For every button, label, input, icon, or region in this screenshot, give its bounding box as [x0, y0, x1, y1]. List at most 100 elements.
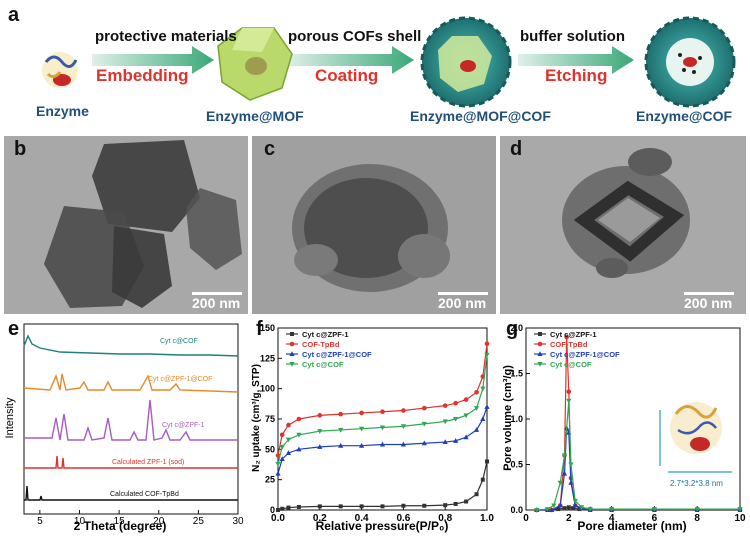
isotherm-point [338, 504, 343, 509]
pore-legend-marker [537, 351, 543, 356]
pore-annotation: 2.7*3.2*3.8 nm [670, 479, 723, 488]
isotherm-legend-marker [289, 362, 295, 367]
isotherm-xtick-label: 0.4 [355, 513, 369, 524]
isotherm-point [484, 341, 490, 347]
isotherm-xtick-label: 0.2 [313, 513, 327, 524]
pore-ytick-label: 1.5 [510, 369, 523, 379]
pore-xtick-label: 0 [523, 513, 529, 524]
pore-point [577, 507, 582, 512]
isotherm-point [401, 503, 406, 508]
pore-point [571, 506, 576, 511]
isotherm-point [359, 410, 364, 416]
isotherm-series-line-3 [277, 354, 488, 465]
mof-cof-shell-icon [420, 16, 512, 108]
pore-point [651, 507, 657, 512]
xrd-label-calc-cof: Calculated COF-TpBd [110, 491, 179, 498]
isotherm-point [275, 461, 281, 467]
pore-point [587, 507, 593, 512]
step-label-2: porous COFs shell [288, 28, 422, 45]
isotherm-legend-label: Cyt c@ZPF-1@COF [302, 350, 372, 359]
isotherm-point [453, 438, 459, 443]
isotherm-ytick-label: 100 [260, 384, 275, 394]
pore-xlabel: Pore diameter (nm) [577, 519, 686, 533]
scale-text-b: 200 nm [192, 295, 241, 311]
pore-point [568, 479, 574, 485]
pore-point [557, 502, 563, 508]
isotherm-point [380, 504, 385, 509]
isotherm-point [279, 432, 285, 438]
isotherm-legend-marker [290, 332, 294, 336]
caption-enzyme: Enzyme [36, 103, 89, 119]
pore-size-chart: Pore volume (cm³/g) Pore diameter (nm) 0… [502, 323, 746, 533]
isotherm-point [317, 429, 323, 434]
isotherm-point [338, 411, 343, 417]
pore-point [561, 453, 568, 459]
isotherm-point [421, 421, 427, 427]
action-label-coating: Coating [315, 66, 379, 85]
tem-image-d [500, 136, 746, 314]
xrd-label-cyt-zpf-cof: Cyt c@ZPF-1@COF [148, 376, 212, 383]
isotherm-point [463, 434, 469, 440]
pore-point [562, 506, 567, 511]
isotherm-point [285, 437, 292, 443]
isotherm-ylabel: N₂ uptake (cm³/g, STP) [251, 364, 262, 472]
pore-legend-label: Cyt c@COF [550, 360, 592, 369]
isotherm-point [317, 413, 323, 418]
pore-legend-label: Cyt c@ZPF-1@COF [550, 350, 620, 359]
panel-label-b: b [14, 138, 27, 160]
panel-label-g: g [506, 318, 519, 340]
pore-point [549, 507, 555, 512]
pore-point [544, 507, 550, 512]
isotherm-point [279, 444, 285, 450]
pore-xtick-label: 10 [734, 513, 746, 524]
isotherm-point [480, 477, 485, 482]
isotherm-point [379, 441, 386, 447]
isotherm-ytick-label: 50 [265, 444, 275, 454]
pore-xtick-label: 6 [652, 513, 658, 524]
pore-series-line-3 [536, 400, 740, 511]
isotherm-series-line-1 [277, 343, 488, 456]
xrd-xtick-label: 25 [193, 516, 205, 527]
pore-xtick-label: 8 [694, 513, 700, 524]
pore-xtick-label: 2 [566, 513, 572, 524]
xrd-curve-cyt-cof [23, 334, 239, 357]
isotherm-ytick-label: 75 [265, 414, 275, 424]
isotherm-point [275, 453, 281, 458]
pore-ytick-label: 0.5 [510, 460, 523, 470]
isotherm-point [442, 403, 448, 408]
xrd-xtick-label: 20 [153, 516, 165, 527]
pore-xtick-label: 4 [609, 513, 615, 524]
pore-point [568, 462, 574, 468]
xrd-curve-cyt-zpf [24, 399, 238, 441]
isotherm-point [276, 508, 280, 512]
pore-point [557, 480, 563, 486]
xrd-curve-calc-cof [24, 485, 238, 501]
isotherm-chart: N₂ uptake (cm³/g, STP) Relative pressure… [251, 323, 494, 533]
isotherm-point [464, 499, 469, 504]
protein-structure-icon [670, 402, 722, 454]
isotherm-point [296, 432, 302, 438]
arrow-etching [518, 46, 634, 74]
pore-point [561, 470, 568, 476]
scheme-graphics [42, 16, 736, 108]
pore-point [564, 334, 569, 340]
pore-ylabel: Pore volume (cm³/g) [502, 365, 514, 471]
isotherm-point [422, 405, 427, 411]
isotherm-point [296, 416, 302, 422]
xrd-xtick-label: 5 [37, 516, 43, 527]
pore-legend-marker [538, 332, 542, 336]
scale-bar-c [438, 292, 488, 295]
pore-point [572, 502, 578, 508]
isotherm-point [296, 446, 302, 452]
pore-legend-label: Cyt c@ZPF-1 [550, 330, 597, 339]
isotherm-xtick-label: 0.0 [271, 513, 285, 524]
isotherm-point [285, 450, 292, 455]
isotherm-point [359, 442, 365, 448]
scale-bar-b [192, 292, 242, 295]
isotherm-point [401, 408, 406, 413]
isotherm-ytick-label: 25 [265, 475, 275, 485]
isotherm-legend-label: Cyt c@ZPF-1 [302, 330, 349, 339]
scale-bar-d [684, 292, 734, 295]
isotherm-xlabel: Relative pressure(P/P₀) [316, 519, 449, 533]
isotherm-point [453, 417, 459, 422]
